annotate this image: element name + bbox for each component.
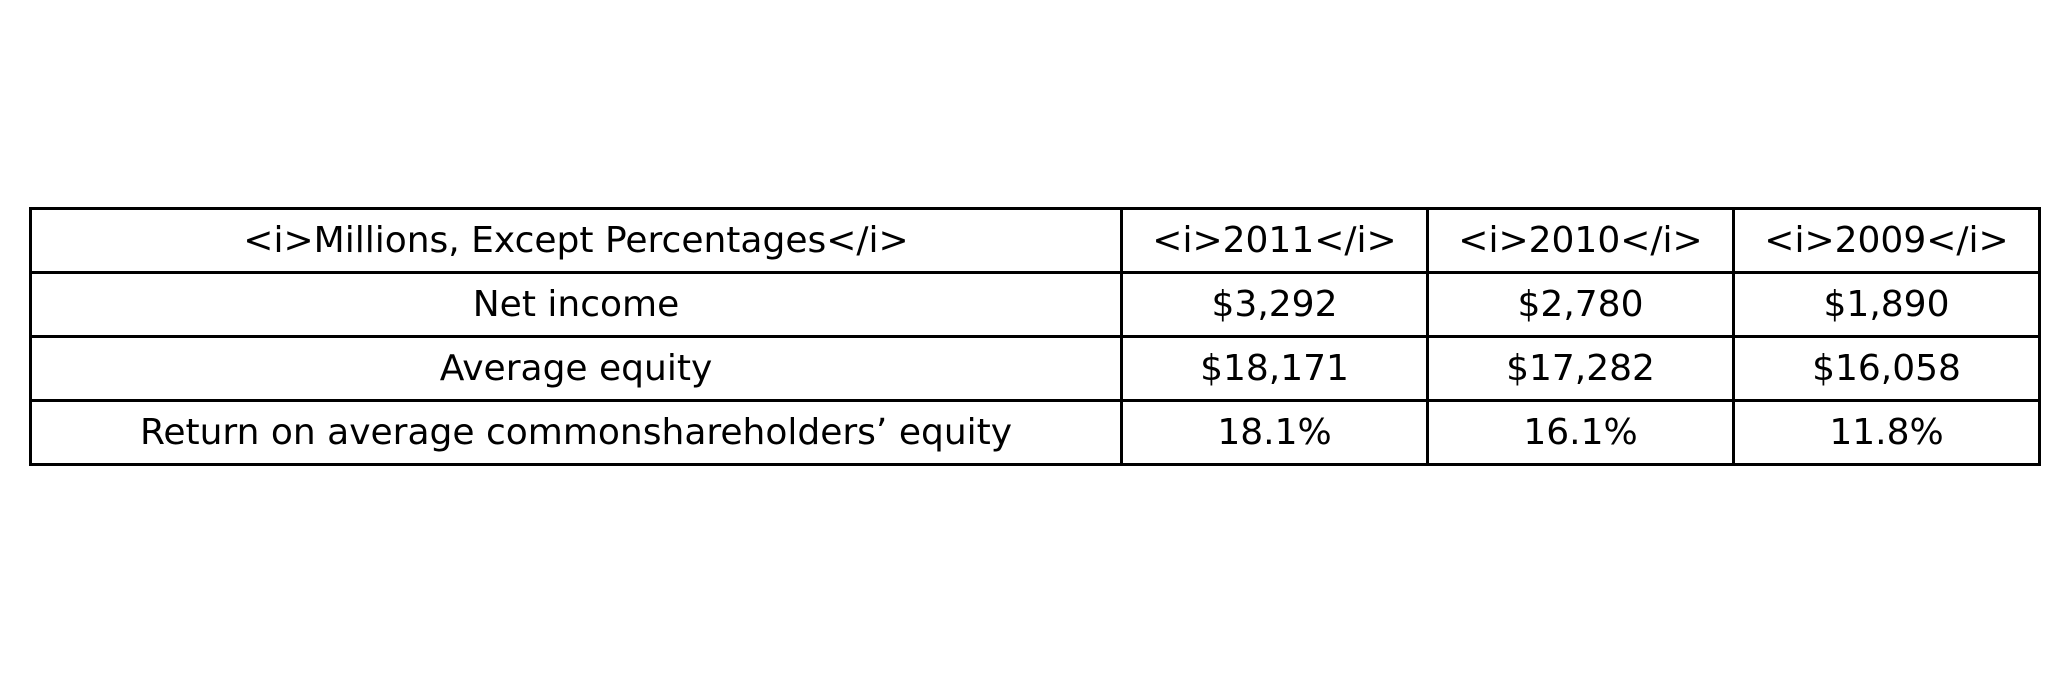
table-cell: 16.1% xyxy=(1426,399,1735,466)
table-row: Average equity $18,171 $17,282 $16,058 xyxy=(29,335,2041,402)
table-cell: $17,282 xyxy=(1426,335,1735,402)
row-label-average-equity: Average equity xyxy=(29,335,1123,402)
table-row: Net income $3,292 $2,780 $1,890 xyxy=(29,271,2041,338)
header-cell-2011: <i>2011</i> xyxy=(1120,207,1429,274)
table-cell: 18.1% xyxy=(1120,399,1429,466)
financial-table-container: <i>Millions, Except Percentages</i> <i>2… xyxy=(29,207,2041,466)
financial-table: <i>Millions, Except Percentages</i> <i>2… xyxy=(29,207,2041,466)
row-label-net-income: Net income xyxy=(29,271,1123,338)
header-cell-2009: <i>2009</i> xyxy=(1732,207,2041,274)
table-cell: 11.8% xyxy=(1732,399,2041,466)
table-cell: $2,780 xyxy=(1426,271,1735,338)
table-row: Return on average commonshareholders’ eq… xyxy=(29,399,2041,466)
table-cell: $3,292 xyxy=(1120,271,1429,338)
table-header-row: <i>Millions, Except Percentages</i> <i>2… xyxy=(29,207,2041,274)
header-cell-label: <i>Millions, Except Percentages</i> xyxy=(29,207,1123,274)
table-cell: $1,890 xyxy=(1732,271,2041,338)
header-cell-2010: <i>2010</i> xyxy=(1426,207,1735,274)
table-cell: $18,171 xyxy=(1120,335,1429,402)
table-cell: $16,058 xyxy=(1732,335,2041,402)
row-label-return-on-equity: Return on average commonshareholders’ eq… xyxy=(29,399,1123,466)
